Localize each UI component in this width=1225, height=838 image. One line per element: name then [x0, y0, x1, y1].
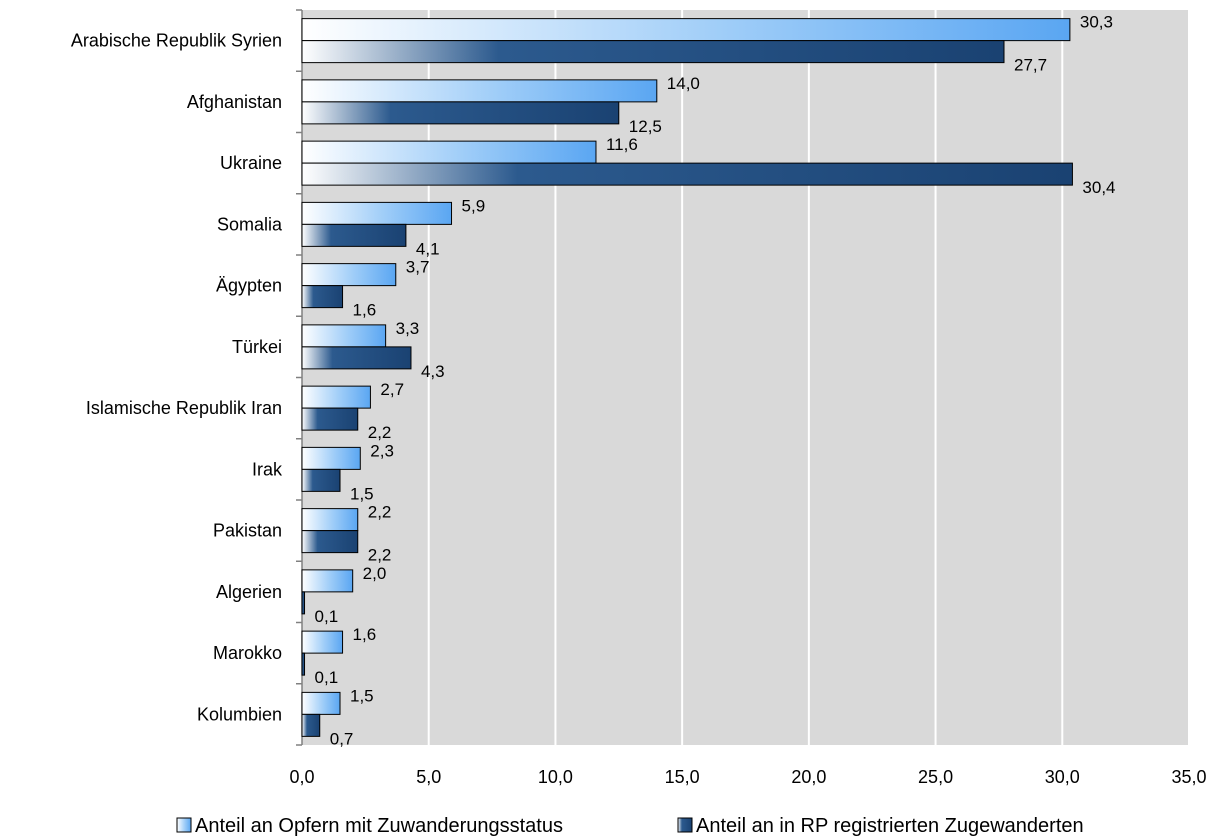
bar-series-1 — [301, 201, 453, 225]
bar-series-2 — [301, 346, 412, 370]
x-tick-label: 0,0 — [289, 767, 314, 787]
category-label: Somalia — [217, 214, 283, 234]
bar-series-2 — [301, 591, 306, 615]
value-label: 0,7 — [330, 729, 354, 748]
x-tick-label: 15,0 — [665, 767, 700, 787]
x-tick-label: 35,0 — [1171, 767, 1206, 787]
bar-series-2 — [301, 407, 359, 431]
x-tick-label: 30,0 — [1045, 767, 1080, 787]
category-label: Algerien — [216, 582, 282, 602]
value-label: 14,0 — [667, 74, 700, 93]
bar-series-1 — [301, 263, 397, 287]
category-label: Pakistan — [213, 521, 282, 541]
value-label: 27,7 — [1014, 56, 1047, 75]
x-tick-label: 20,0 — [791, 767, 826, 787]
axes — [296, 9, 303, 746]
category-label: Türkei — [232, 337, 282, 357]
value-label: 2,2 — [368, 503, 392, 522]
value-label: 1,5 — [350, 484, 374, 503]
value-label: 3,3 — [396, 319, 420, 338]
value-label: 1,6 — [353, 625, 377, 644]
bar-series-1 — [301, 569, 354, 593]
bar-series-1 — [301, 446, 361, 470]
bar-series-1 — [301, 324, 387, 348]
bar-series-2 — [301, 530, 359, 554]
value-label: 2,0 — [363, 564, 387, 583]
bar-series-1 — [301, 691, 341, 715]
legend-label-series-1: Anteil an Opfern mit Zuwanderungsstatus — [195, 815, 563, 837]
value-labels: 30,3 27,7 14,0 12,511,6 30,4 5,9 4,13,7 1,6 3,3 4… — [315, 13, 1116, 749]
x-tick-label: 5,0 — [416, 767, 441, 787]
value-label: 4,3 — [421, 362, 445, 381]
bar-series-2 — [301, 40, 1005, 64]
x-tick-label: 25,0 — [918, 767, 953, 787]
bar-series-1 — [301, 79, 658, 103]
bar-series-1 — [301, 18, 1071, 42]
value-label: 3,7 — [406, 258, 430, 277]
value-label: 30,4 — [1082, 178, 1115, 197]
category-label: Ukraine — [220, 153, 282, 173]
value-label: 0,1 — [315, 668, 339, 687]
category-label: Kolumbien — [197, 704, 282, 724]
category-label: Islamische Republik Iran — [86, 398, 282, 418]
gridlines — [427, 10, 1190, 745]
category-label: Irak — [252, 459, 283, 479]
bar-series-2 — [301, 223, 407, 247]
value-label: 5,9 — [462, 196, 486, 215]
bar-series-2 — [301, 162, 1073, 186]
value-label: 4,1 — [416, 239, 440, 258]
value-label: 2,2 — [368, 546, 392, 565]
category-label: Afghanistan — [187, 92, 282, 112]
category-label: Arabische Republik Syrien — [71, 31, 282, 51]
bar-series-1 — [301, 630, 344, 654]
category-label: Marokko — [213, 643, 282, 663]
legend-label-series-2: Anteil an in RP registrierten Zugewander… — [696, 815, 1084, 837]
bars — [301, 18, 1073, 737]
x-tick-label: 10,0 — [538, 767, 573, 787]
value-label: 2,3 — [370, 441, 394, 460]
bar-series-1 — [301, 508, 359, 532]
legend-swatch-series-1 — [176, 817, 192, 833]
value-label: 11,6 — [606, 135, 638, 154]
bar-series-1 — [301, 140, 597, 164]
bar-series-2 — [301, 468, 341, 492]
x-tick-labels: 0,0 5,0 10,0 15,0 20,0 25,0 30,0 35,0 — [289, 767, 1206, 787]
value-label: 12,5 — [629, 117, 662, 136]
value-label: 2,2 — [368, 423, 392, 442]
value-label: 2,7 — [380, 380, 404, 399]
bar-series-2 — [301, 652, 306, 676]
bar-series-2 — [301, 285, 344, 309]
value-label: 1,6 — [353, 301, 377, 320]
bar-series-1 — [301, 385, 371, 409]
category-label: Ägypten — [216, 276, 282, 296]
value-label: 0,1 — [315, 607, 339, 626]
plot-area — [302, 10, 1189, 745]
value-label: 30,3 — [1080, 13, 1113, 32]
category-labels: Arabische Republik Syrien Afghanistan Ukra… — [71, 31, 283, 725]
legend: Anteil an Opfern mit Zuwanderungsstatus … — [176, 815, 1084, 837]
bar-series-2 — [301, 101, 620, 125]
value-label: 1,5 — [350, 686, 374, 705]
legend-swatch-series-2 — [677, 817, 693, 833]
bar-series-2 — [301, 713, 321, 737]
